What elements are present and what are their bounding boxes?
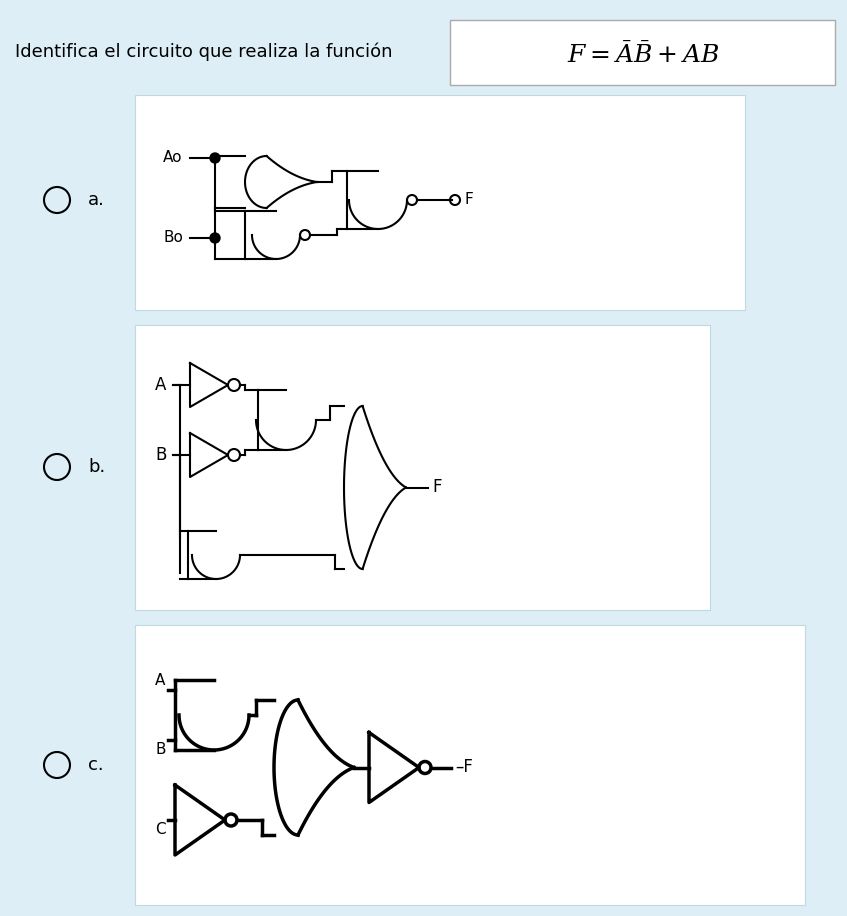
Bar	[135, 625, 805, 905]
Polygon shape	[188, 531, 240, 579]
Polygon shape	[274, 700, 354, 835]
Polygon shape	[175, 680, 249, 750]
Text: $\mathit{F} = \bar{A}\bar{B} + AB$: $\mathit{F} = \bar{A}\bar{B} + AB$	[567, 42, 719, 68]
Text: c.: c.	[88, 756, 103, 774]
Text: Ao: Ao	[163, 150, 182, 166]
Polygon shape	[245, 156, 317, 208]
Text: F: F	[432, 478, 441, 496]
Text: Bo: Bo	[163, 231, 183, 245]
Text: B: B	[155, 446, 166, 464]
Polygon shape	[175, 785, 225, 855]
Text: A: A	[155, 673, 165, 688]
Text: b.: b.	[88, 458, 105, 476]
Polygon shape	[347, 171, 407, 229]
Polygon shape	[245, 211, 300, 259]
Circle shape	[210, 153, 220, 163]
Bar	[450, 20, 835, 85]
Polygon shape	[190, 363, 228, 407]
Polygon shape	[344, 406, 406, 569]
Text: a.: a.	[88, 191, 105, 209]
Circle shape	[210, 233, 220, 243]
Text: C: C	[155, 822, 166, 837]
Text: –F: –F	[455, 758, 473, 777]
Text: Identifica el circuito que realiza la función: Identifica el circuito que realiza la fu…	[15, 43, 392, 61]
Polygon shape	[256, 390, 316, 450]
Polygon shape	[190, 433, 228, 477]
Polygon shape	[369, 733, 419, 802]
Bar	[135, 325, 710, 610]
Text: B: B	[155, 742, 165, 757]
Text: A: A	[155, 376, 166, 394]
Text: F: F	[464, 192, 473, 208]
Bar	[135, 95, 745, 310]
